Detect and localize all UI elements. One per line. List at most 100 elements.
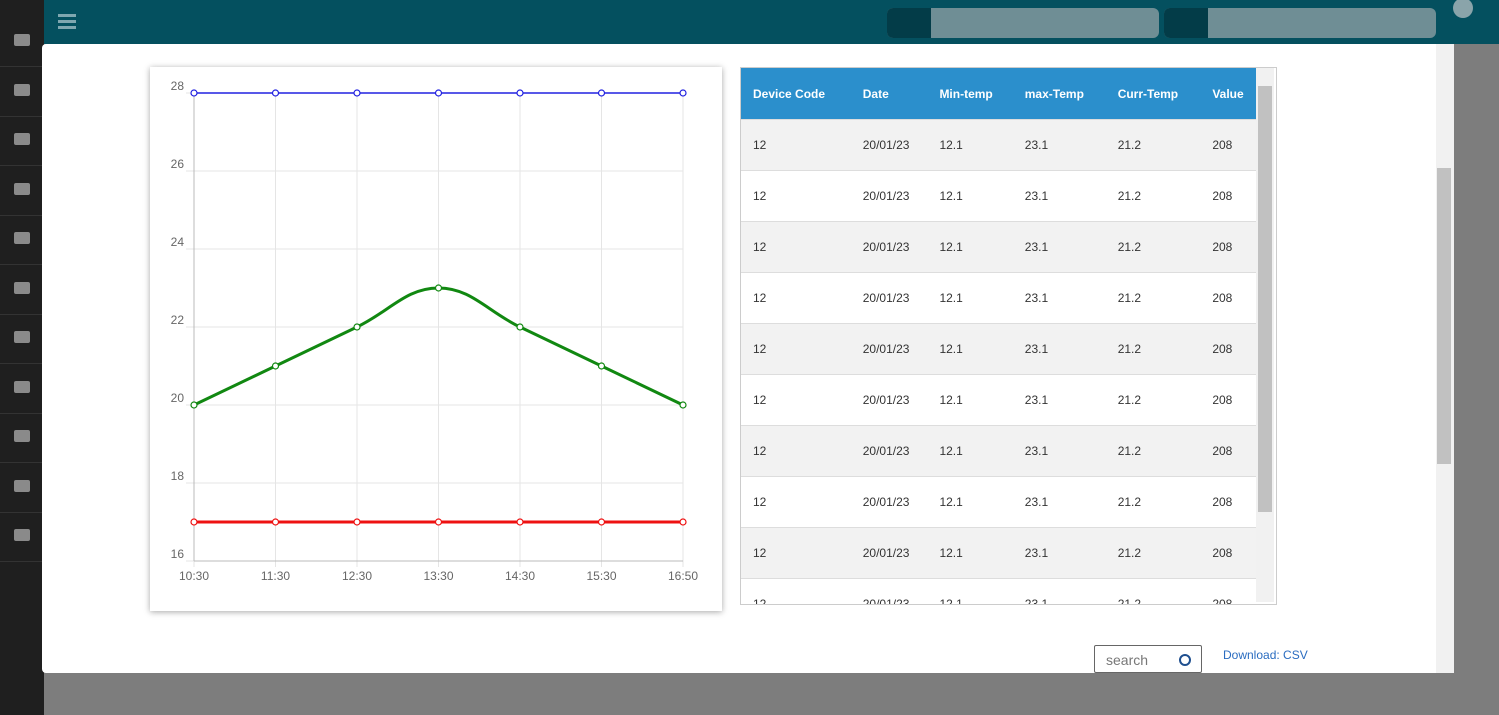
search-input[interactable]: search [1094, 645, 1202, 673]
table-cell: 12 [741, 170, 851, 222]
search-icon[interactable] [1179, 654, 1191, 666]
table-row: 12 20/01/23 12.1 23.1 21.2 208 [741, 527, 1257, 579]
table-cell: 208 [1200, 578, 1257, 604]
table-cell: 208 [1200, 374, 1257, 426]
nav-icon[interactable] [14, 83, 30, 96]
header-row: Device Code Date Min-temp max-Temp Curr-Temp… [741, 68, 1257, 120]
search-placeholder: search [1106, 652, 1149, 668]
x-tick-label: 13:30 [423, 569, 453, 583]
nav-icon[interactable] [14, 331, 30, 343]
table-cell: 208 [1200, 527, 1257, 579]
table-cell: 23.1 [1012, 170, 1106, 222]
nav-icon[interactable] [14, 529, 30, 541]
column-header: Value [1200, 68, 1257, 120]
point [679, 518, 687, 526]
table-cell: 20/01/23 [850, 425, 928, 477]
point [434, 518, 443, 526]
table-cell: 21.2 [1105, 170, 1201, 222]
chart: 16 18 20 22 24 26 28 10:30 11:30 12:30 13:30 14:30 1… [171, 79, 699, 583]
table-cell: 208 [1200, 323, 1257, 375]
y-tick-label: 22 [171, 313, 185, 327]
table-cell: 21.2 [1105, 527, 1201, 579]
point [516, 518, 524, 526]
table-cell: 21.2 [1105, 119, 1201, 171]
table-cell: 20/01/23 [850, 374, 928, 426]
nav-divider [0, 214, 44, 216]
table-cell: 208 [1200, 119, 1257, 171]
table-cell: 21.2 [1105, 221, 1201, 273]
table-cell: 20/01/23 [850, 119, 928, 171]
column-header: Date [850, 68, 928, 120]
table-row: 12 20/01/23 12.1 23.1 21.2 208 [741, 425, 1257, 477]
table-cell: 12 [741, 119, 851, 171]
modal-scroll-thumb[interactable] [1437, 168, 1451, 464]
point [271, 362, 280, 370]
table-cell: 21.2 [1105, 323, 1201, 375]
menu-button[interactable] [58, 14, 76, 17]
x-tick-label: 10:30 [179, 569, 209, 583]
table-row: 12 20/01/23 12.1 23.1 21.2 208 [741, 374, 1257, 426]
column-header: Curr-Temp [1105, 68, 1201, 120]
y-tick-label: 18 [171, 469, 185, 483]
table-cell: 12.1 [927, 272, 1013, 324]
nav-icon[interactable] [14, 479, 30, 492]
nav-icon[interactable] [14, 281, 30, 294]
table-cell: 208 [1200, 221, 1257, 273]
nav-icon[interactable] [14, 380, 30, 393]
table-cell: 20/01/23 [850, 578, 928, 604]
nav-icon[interactable] [14, 232, 30, 244]
table-cell: 23.1 [1012, 272, 1106, 324]
sidebar [0, 0, 44, 715]
point [353, 323, 361, 331]
y-tick-label: 26 [171, 157, 185, 171]
point [516, 323, 524, 331]
table-cell: 21.2 [1105, 476, 1201, 528]
point [679, 89, 687, 97]
table-cell: 20/01/23 [850, 272, 928, 324]
table-row: 12 20/01/23 12.1 23.1 21.2 208 [741, 476, 1257, 528]
x-tick-label: 16:50 [668, 569, 698, 583]
point [271, 89, 280, 97]
table-cell: 208 [1200, 272, 1257, 324]
table-container: Device Code Date Min-temp max-Temp Curr-Temp… [740, 67, 1277, 605]
point [597, 89, 606, 97]
table-cell: 12.1 [927, 323, 1013, 375]
table-cell: 12 [741, 221, 851, 273]
nav-divider [0, 264, 44, 265]
nav-icon[interactable] [14, 133, 30, 145]
download-link[interactable]: Download: CSV [1223, 648, 1308, 662]
table-cell: 12.1 [927, 119, 1013, 171]
x-tick-label: 12:30 [342, 569, 372, 583]
nav-icon[interactable] [14, 182, 30, 195]
table-cell: 208 [1200, 170, 1257, 222]
table-scroll-thumb[interactable] [1258, 86, 1272, 512]
column-header: Min-temp [927, 68, 1013, 120]
warehouse-field[interactable] [1164, 8, 1436, 38]
table-row: 12 20/01/23 12.1 23.1 21.2 208 [741, 272, 1257, 324]
y-tick-label: 16 [171, 547, 185, 561]
table-cell: 23.1 [1012, 425, 1106, 477]
nav-divider [0, 115, 44, 117]
point [434, 284, 443, 292]
table-cell: 12 [741, 578, 851, 604]
chart-card: 16 18 20 22 24 26 28 10:30 11:30 12:30 13:30 14:30 1… [150, 67, 722, 611]
point [516, 89, 524, 97]
nav-icon[interactable] [14, 430, 30, 442]
help-button[interactable] [1453, 0, 1473, 18]
table-row: 12 20/01/23 12.1 23.1 21.2 208 [741, 323, 1257, 375]
table-cell: 12.1 [927, 476, 1013, 528]
y-tick-label: 28 [171, 79, 185, 93]
table-cell: 208 [1200, 425, 1257, 477]
user-field[interactable] [887, 8, 1159, 38]
nav-icon[interactable] [14, 34, 30, 46]
table-cell: 23.1 [1012, 374, 1106, 426]
y-tick-label: 24 [171, 235, 185, 249]
table-cell: 12.1 [927, 425, 1013, 477]
table-cell: 20/01/23 [850, 221, 928, 273]
table-cell: 20/01/23 [850, 527, 928, 579]
table-cell: 20/01/23 [850, 476, 928, 528]
table-cell: 23.1 [1012, 323, 1106, 375]
table-cell: 20/01/23 [850, 323, 928, 375]
table-cell: 12.1 [927, 578, 1013, 604]
